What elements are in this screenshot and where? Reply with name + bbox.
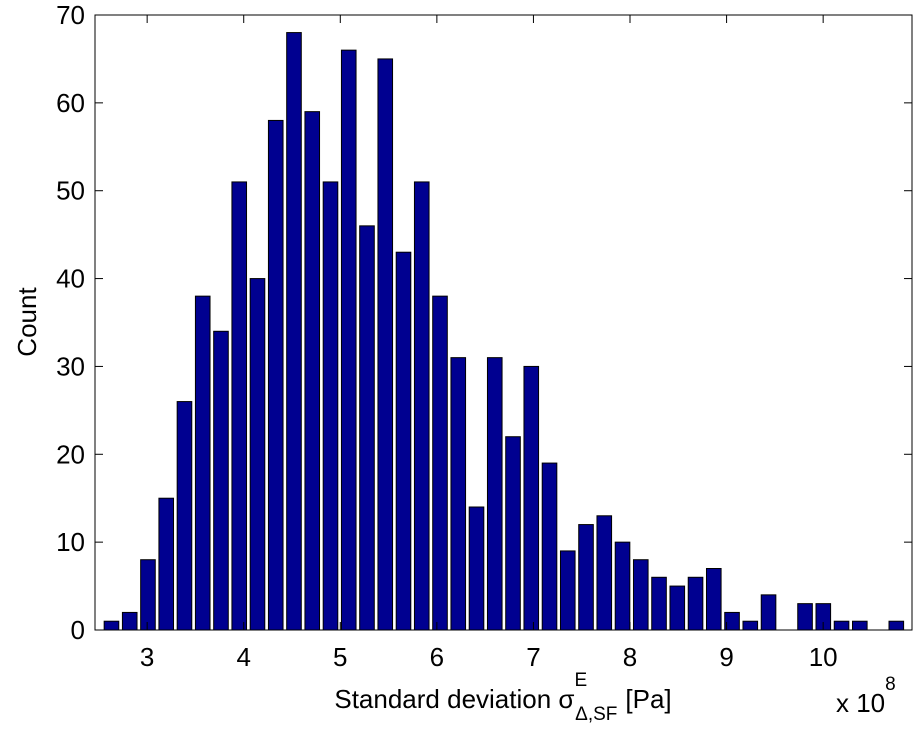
bar	[267, 119, 284, 631]
bar	[231, 181, 248, 631]
bar	[304, 111, 321, 631]
x-tick-label: 5	[333, 642, 347, 672]
bar	[158, 497, 175, 631]
bar	[541, 462, 558, 631]
y-tick-label: 10	[56, 527, 85, 557]
x-multiplier-exponent: 8	[885, 674, 896, 695]
y-tick-label: 70	[56, 0, 85, 30]
x-axis-label-sup: E	[574, 670, 587, 691]
y-tick-label: 30	[56, 351, 85, 381]
bar	[687, 576, 704, 631]
plot-frame	[94, 14, 913, 631]
x-multiplier-base: x 10	[836, 688, 885, 718]
bar	[176, 401, 193, 631]
bar	[486, 357, 503, 631]
bar	[523, 365, 540, 631]
bar	[651, 576, 667, 631]
bar	[322, 181, 339, 631]
bar	[213, 330, 229, 631]
bar	[833, 620, 850, 631]
bar	[194, 295, 211, 631]
x-tick-label: 6	[430, 642, 444, 672]
bar	[797, 603, 813, 631]
bar	[632, 559, 649, 631]
x-multiplier: x 108	[836, 674, 896, 718]
x-axis-label-unit: [Pa]	[625, 684, 671, 714]
x-tick-label: 4	[236, 642, 250, 672]
bar	[286, 32, 302, 631]
bar	[669, 585, 686, 631]
y-tick-label: 60	[56, 88, 85, 118]
bar	[888, 620, 905, 631]
x-tick-label: 10	[809, 642, 838, 672]
x-axis-label-text: Standard deviation σ	[334, 684, 574, 714]
y-axis-label: Count	[12, 287, 42, 357]
bar	[359, 225, 375, 631]
bar	[377, 58, 394, 631]
bar	[596, 515, 613, 631]
bar	[505, 436, 521, 631]
bar	[705, 568, 722, 631]
y-tick-label: 20	[56, 439, 85, 469]
bar	[395, 251, 412, 631]
bar	[140, 559, 156, 631]
bar	[614, 541, 631, 631]
bar	[450, 357, 467, 631]
y-tick-label: 0	[71, 615, 85, 645]
x-tick-label: 7	[526, 642, 540, 672]
bar	[249, 278, 266, 631]
x-axis-label: Standard deviation σE Δ,SF [Pa]	[334, 670, 671, 725]
x-tick-label: 8	[623, 642, 637, 672]
bar	[468, 506, 485, 631]
y-tick-label: 40	[56, 264, 85, 294]
bar	[852, 620, 868, 631]
bar	[121, 611, 138, 631]
bar	[432, 295, 448, 631]
bar	[578, 524, 594, 631]
y-tick-label: 50	[56, 176, 85, 206]
x-tick-label: 9	[719, 642, 733, 672]
x-axis-label-sub: Δ,SF	[575, 704, 617, 725]
x-tick-label: 3	[140, 642, 154, 672]
bar	[103, 620, 120, 631]
bar	[742, 620, 759, 631]
bar	[559, 550, 576, 631]
bar	[340, 49, 357, 631]
bar	[760, 594, 777, 631]
bar	[413, 181, 430, 631]
